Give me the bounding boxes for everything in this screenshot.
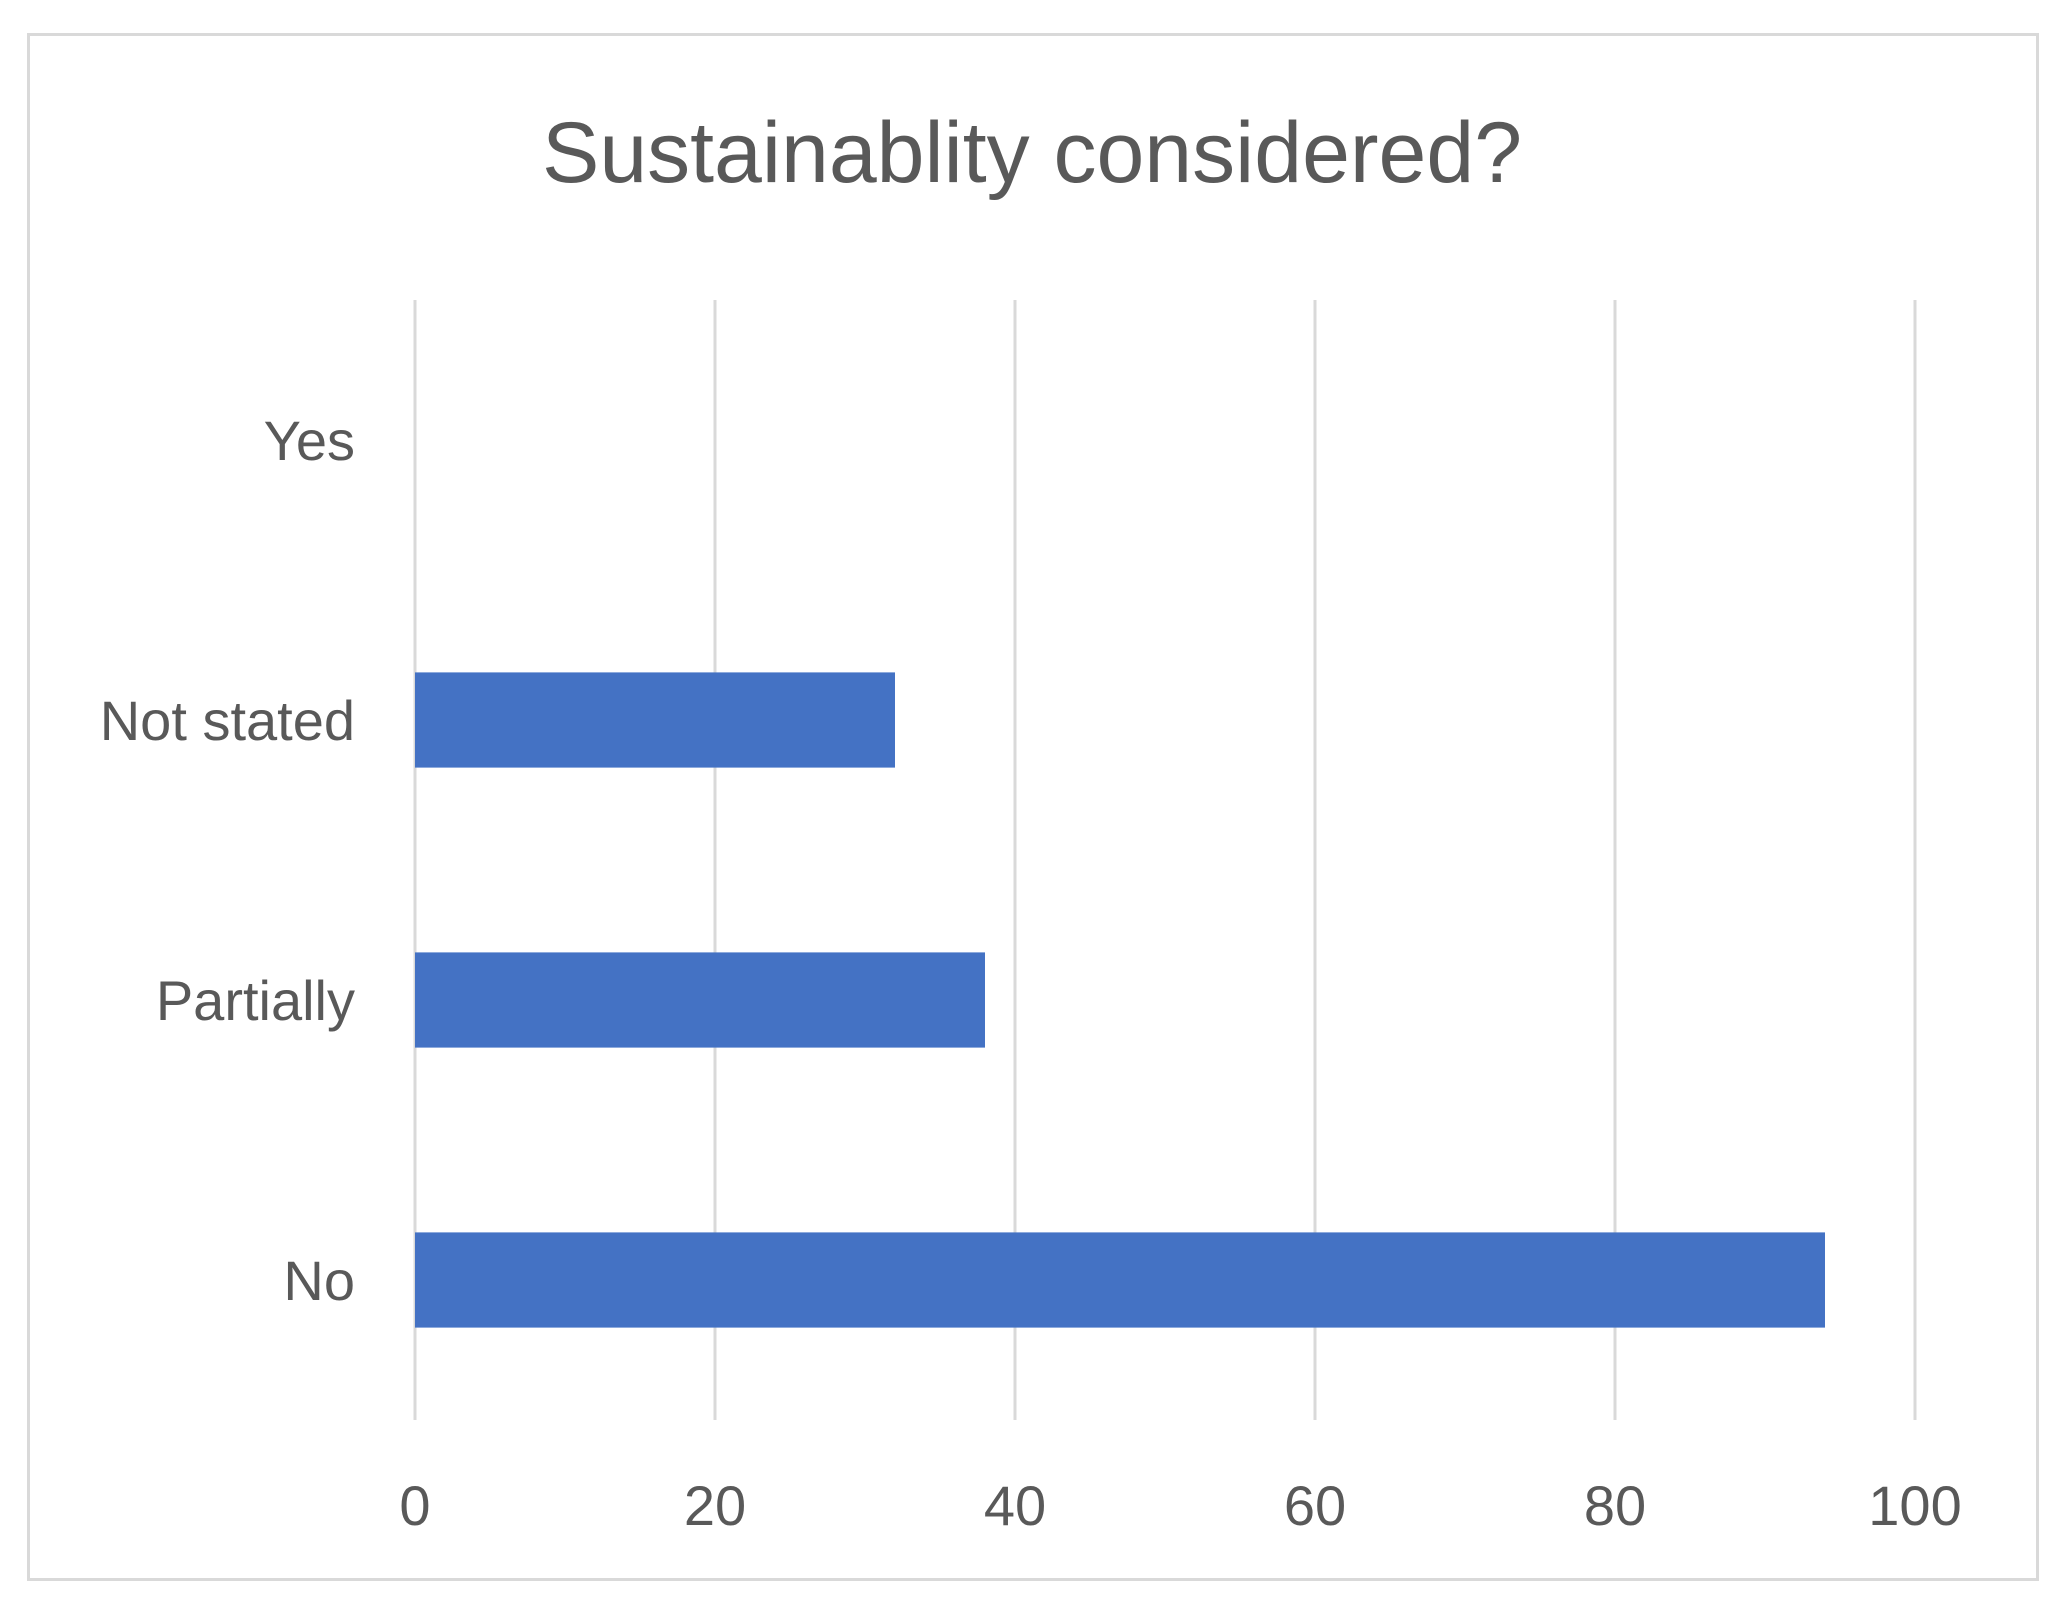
bars <box>415 672 1825 1328</box>
chart-title: Sustainablity considered? <box>542 105 1522 201</box>
x-tick-label: 60 <box>1284 1474 1346 1537</box>
x-tick-label: 0 <box>399 1474 430 1537</box>
x-tick-label: 100 <box>1868 1474 1961 1537</box>
category-label: Partially <box>156 969 355 1032</box>
category-label: No <box>283 1249 355 1312</box>
category-labels: Yes Not stated Partially No <box>100 409 355 1312</box>
category-label: Not stated <box>100 689 355 752</box>
category-label: Yes <box>264 409 355 472</box>
x-tick-label: 20 <box>684 1474 746 1537</box>
x-axis-tick-labels: 0 20 40 60 80 100 <box>399 1474 1961 1537</box>
bar <box>415 952 985 1048</box>
bar <box>415 1232 1825 1328</box>
x-tick-label: 40 <box>984 1474 1046 1537</box>
bar <box>415 672 895 768</box>
x-tick-label: 80 <box>1584 1474 1646 1537</box>
